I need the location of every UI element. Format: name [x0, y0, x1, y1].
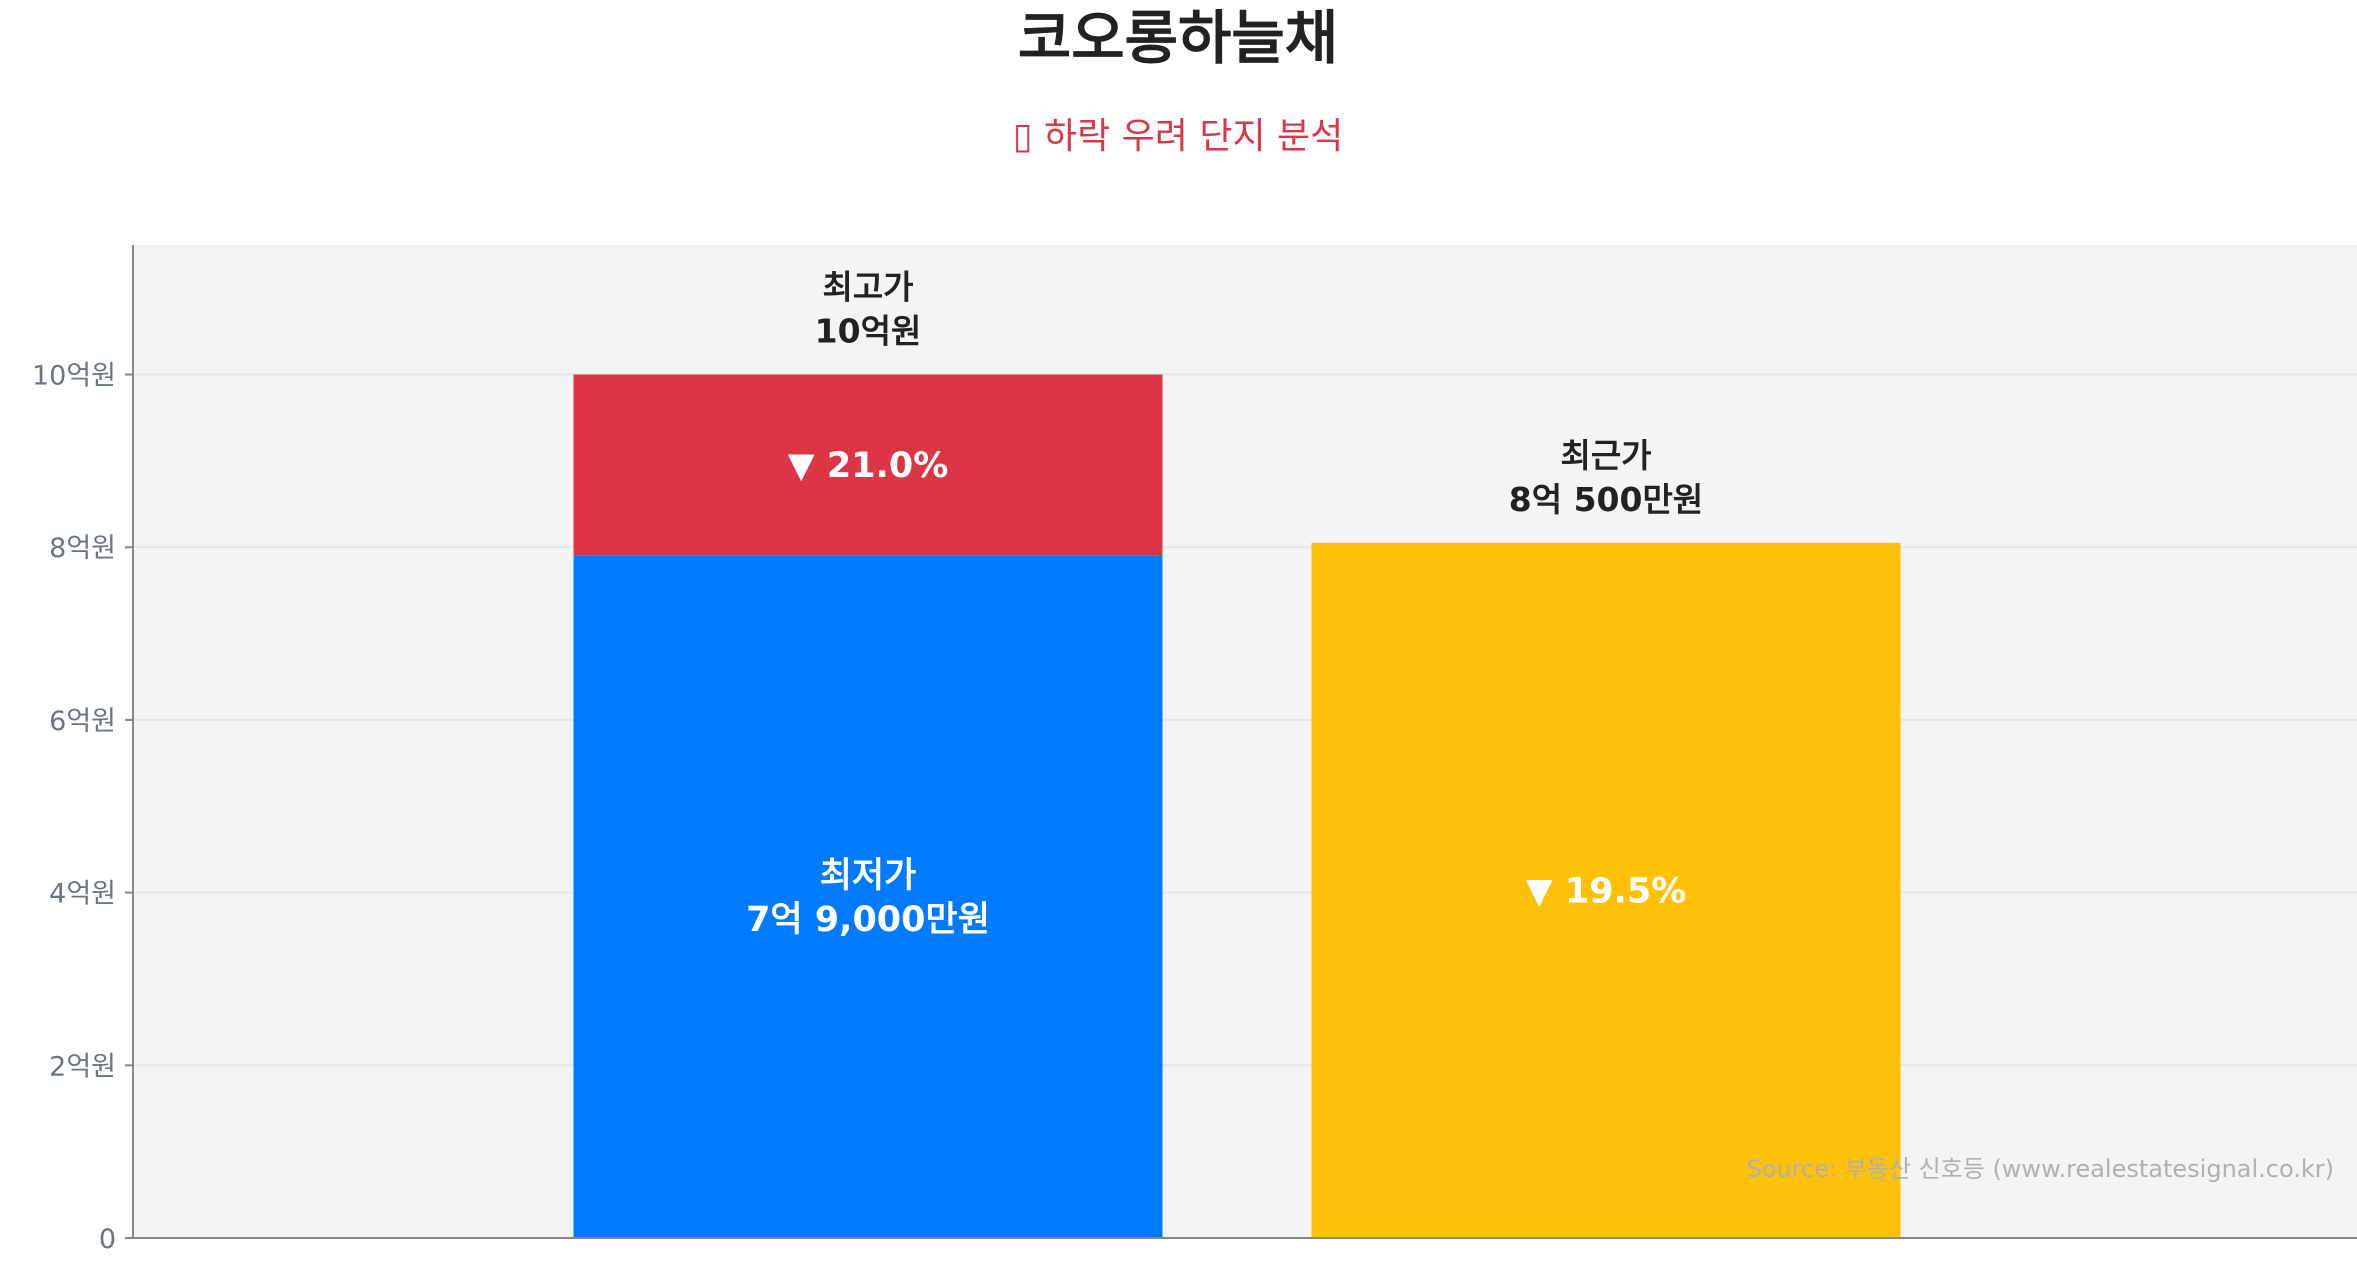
bar-segment-label: ▼ 19.5% — [1526, 871, 1687, 911]
bar-segment-label: 최저가 — [820, 856, 917, 896]
y-axis-ticks: 0 2억원 4억원 6억원 8억원 10억원 — [32, 361, 133, 1255]
bar-segment-label: 7억 9,000만원 — [746, 900, 990, 940]
y-tick-label: 10억원 — [32, 361, 116, 392]
y-tick-label: 4억원 — [49, 879, 116, 910]
bar-top-label: 최고가 — [822, 268, 913, 307]
bar-top-label: 8억 500만원 — [1509, 480, 1703, 519]
y-tick-label: 6억원 — [49, 706, 116, 737]
bar-top-label: 10억원 — [815, 312, 922, 351]
bar-segment — [573, 555, 1163, 1238]
bar-segment-label: ▼ 21.0% — [788, 446, 949, 486]
bar-top-label: 최근가 — [1560, 436, 1651, 475]
source-note: Source: 부동산 신호등 (www.realestatesignal.co… — [1747, 1155, 2334, 1183]
bars — [573, 374, 1901, 1238]
chart-subtitle: ▯ 하락 우려 단지 분석 — [1013, 116, 1344, 157]
y-tick-label: 8억원 — [49, 533, 116, 564]
y-tick-label: 2억원 — [49, 1051, 116, 1082]
grid-lines — [133, 373, 2357, 1067]
bar-segment — [1311, 542, 1901, 1238]
y-tick-label: 0 — [99, 1224, 116, 1255]
bar-segment — [573, 374, 1163, 556]
plot-area — [133, 245, 2357, 1238]
chart-title: 코오롱하늘채 — [1018, 4, 1338, 72]
